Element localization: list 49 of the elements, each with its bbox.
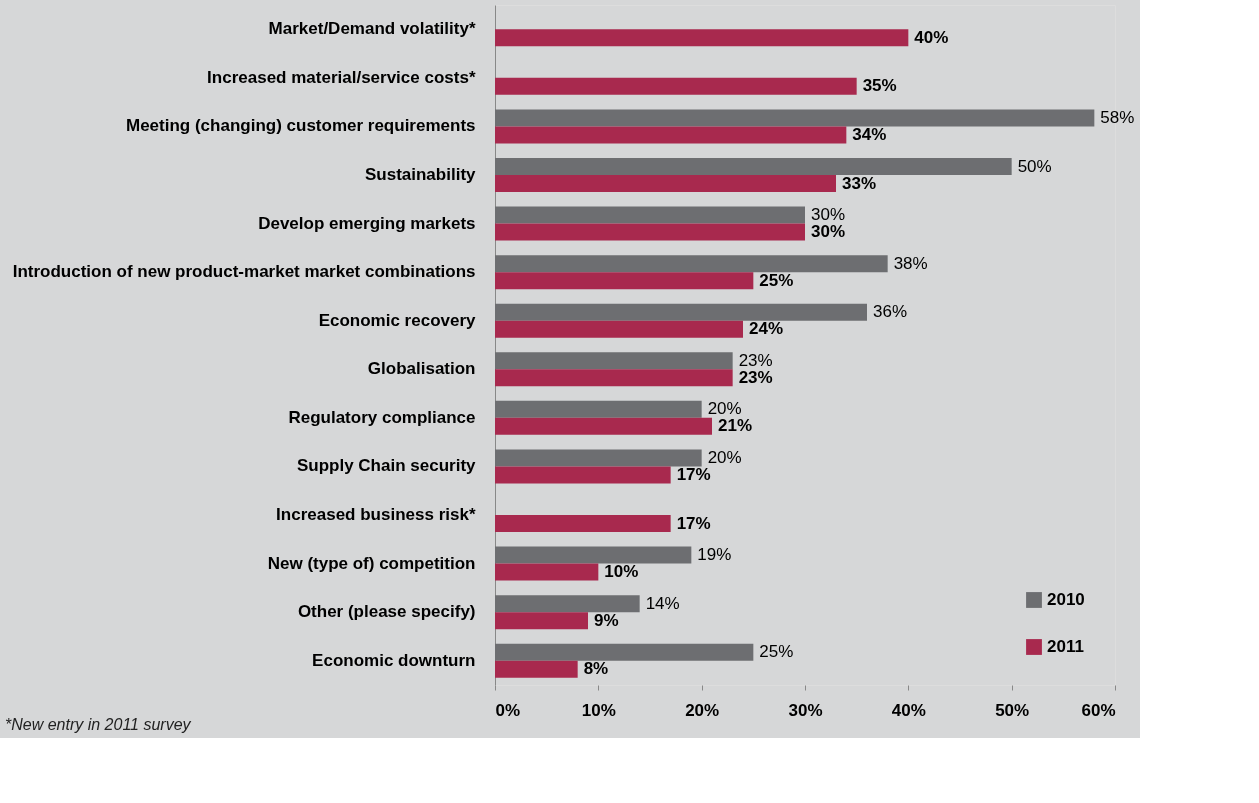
y-tick-label: Supply Chain security bbox=[296, 456, 477, 476]
data-label: 30% bbox=[811, 222, 846, 242]
data-label: 21% bbox=[718, 416, 753, 436]
data-label: 25% bbox=[759, 642, 794, 662]
y-tick-label: Develop emerging markets bbox=[258, 213, 476, 233]
data-label: 17% bbox=[676, 464, 711, 484]
data-label: 24% bbox=[749, 319, 784, 339]
x-tick-label: 10% bbox=[581, 700, 616, 720]
data-label: 23% bbox=[738, 350, 773, 370]
legend-label: 2011 bbox=[1047, 637, 1084, 656]
x-tick-label: 0% bbox=[495, 700, 521, 720]
data-label: 35% bbox=[862, 76, 897, 96]
data-label: 58% bbox=[1100, 107, 1135, 127]
data-label: 40% bbox=[914, 27, 949, 47]
x-tick-label: 60% bbox=[1081, 700, 1116, 720]
y-tick-label: Meeting (changing) customer requirements bbox=[126, 116, 476, 136]
y-tick-label: Regulatory compliance bbox=[288, 407, 476, 427]
y-tick-label: Increased business risk* bbox=[276, 505, 476, 524]
data-label: 20% bbox=[707, 447, 742, 467]
y-tick-label: Globalisation bbox=[367, 359, 476, 379]
data-label: 38% bbox=[893, 253, 928, 273]
data-label: 8% bbox=[583, 659, 609, 679]
data-label: 19% bbox=[697, 545, 732, 565]
data-label: 25% bbox=[759, 270, 794, 290]
y-tick-label: Sustainability bbox=[364, 165, 477, 184]
y-tick-label: Economic recovery bbox=[318, 310, 477, 330]
data-label: 20% bbox=[707, 399, 742, 419]
legend-label: 2010 bbox=[1047, 590, 1085, 609]
x-tick-label: 40% bbox=[891, 700, 926, 720]
data-label: 34% bbox=[852, 124, 887, 144]
y-tick-label: Market/Demand volatility* bbox=[268, 19, 476, 39]
data-label: 17% bbox=[676, 513, 711, 533]
text: *New entry in 2011 survey bbox=[5, 716, 192, 733]
y-tick-label: New (type of) competition bbox=[267, 553, 476, 573]
data-label: 33% bbox=[842, 173, 877, 193]
data-label: 23% bbox=[738, 367, 773, 387]
y-tick-label: Other (please specify) bbox=[297, 602, 476, 622]
data-label: 14% bbox=[645, 593, 680, 613]
x-tick-label: 30% bbox=[788, 700, 823, 720]
x-tick-label: 50% bbox=[995, 700, 1030, 720]
data-label: 30% bbox=[811, 205, 846, 225]
data-label: 9% bbox=[594, 610, 619, 630]
data-label: 50% bbox=[1017, 156, 1052, 176]
y-tick-label: Introduction of new product-market market combinations bbox=[12, 262, 476, 282]
y-tick-label: Increased material/service costs* bbox=[207, 67, 476, 87]
data-label: 36% bbox=[873, 302, 908, 322]
x-tick-label: 20% bbox=[685, 700, 720, 720]
y-tick-label: Economic downturn bbox=[312, 650, 476, 670]
data-label: 10% bbox=[604, 562, 639, 582]
